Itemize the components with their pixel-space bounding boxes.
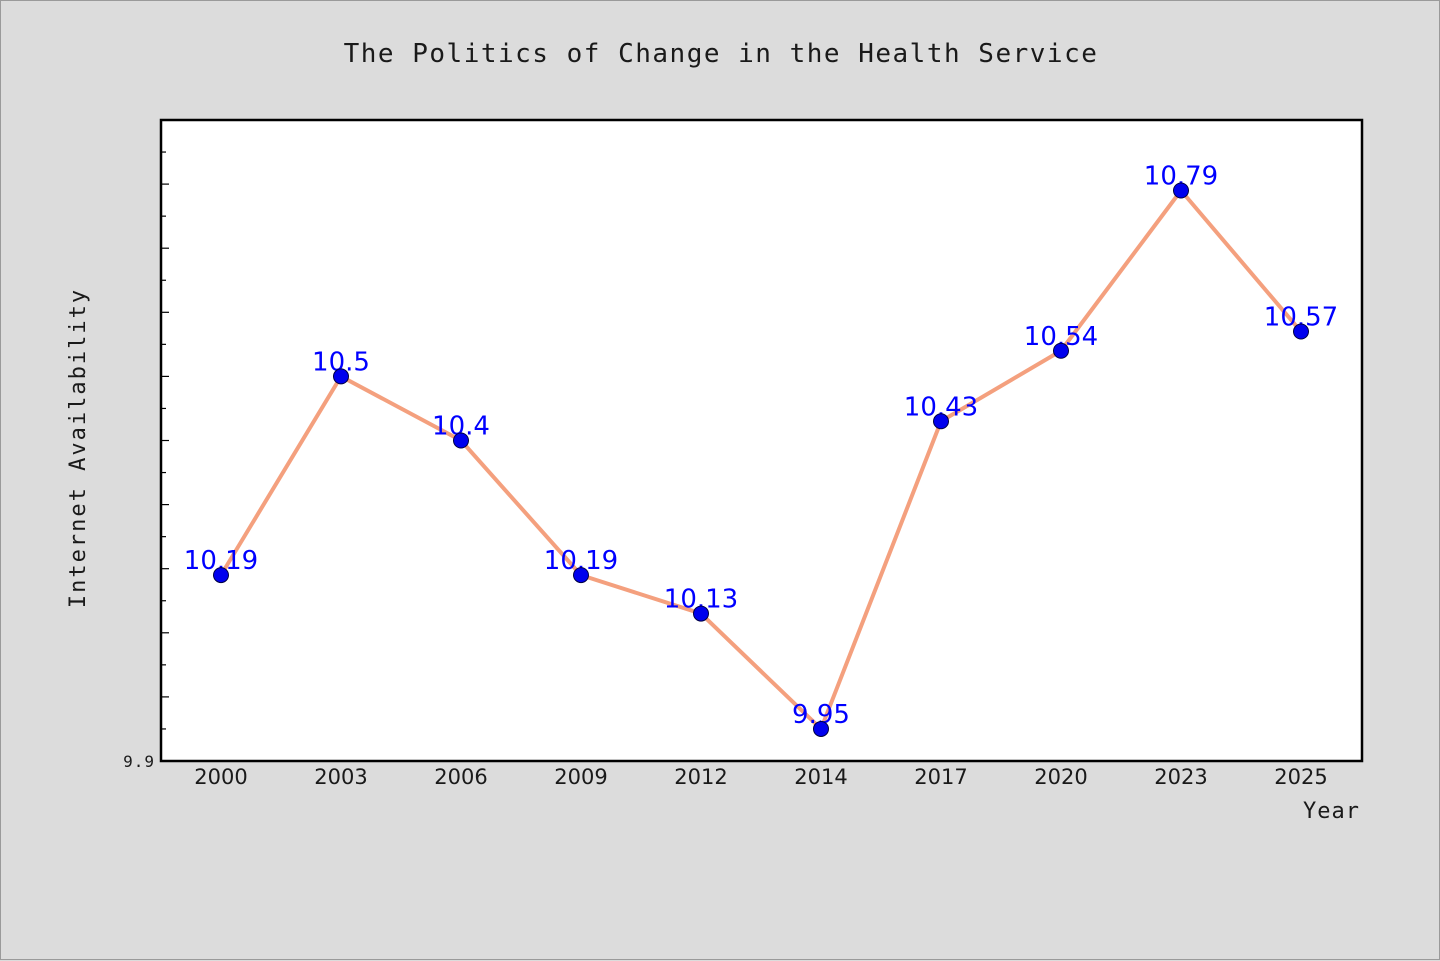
data-point-marker bbox=[1173, 182, 1189, 199]
y-tick-label: 9.9 bbox=[123, 752, 155, 771]
data-point-marker bbox=[573, 567, 589, 584]
data-point-marker bbox=[333, 368, 349, 385]
x-tick-label: 2003 bbox=[314, 765, 367, 789]
data-point-marker bbox=[213, 567, 229, 584]
y-axis-tick-labels: 9.9 bbox=[123, 752, 155, 771]
plot-area bbox=[161, 120, 1362, 761]
y-axis-label: Internet Availability bbox=[66, 288, 91, 608]
data-point-marker bbox=[693, 605, 709, 622]
x-tick-label: 2017 bbox=[914, 765, 967, 789]
x-tick-label: 2009 bbox=[554, 765, 607, 789]
x-tick-label: 2006 bbox=[434, 765, 487, 789]
plot-background bbox=[161, 120, 1362, 761]
data-point-marker bbox=[1293, 323, 1309, 340]
x-tick-label: 2025 bbox=[1274, 765, 1327, 789]
data-point-marker bbox=[1053, 342, 1069, 359]
data-point-marker bbox=[453, 432, 469, 449]
x-tick-label: 2020 bbox=[1034, 765, 1087, 789]
chart-title: The Politics of Change in the Health Ser… bbox=[344, 39, 1099, 69]
x-axis-label: Year bbox=[1303, 799, 1360, 824]
data-point-marker bbox=[813, 720, 829, 737]
x-tick-label: 2012 bbox=[674, 765, 727, 789]
x-tick-label: 2000 bbox=[194, 765, 247, 789]
plot-frame bbox=[159, 118, 1364, 763]
data-point-marker bbox=[933, 413, 949, 430]
series-line bbox=[219, 188, 1303, 731]
x-tick-label: 2014 bbox=[794, 765, 847, 789]
x-tick-label: 2023 bbox=[1154, 765, 1207, 789]
series-layer: 10.1910.510.410.1910.139.9510.4310.5410.… bbox=[184, 162, 1338, 737]
x-axis-tick-labels: 2000 2003 2006 2009 2012 2014 2017 2020 2023 2025 bbox=[194, 765, 1327, 789]
